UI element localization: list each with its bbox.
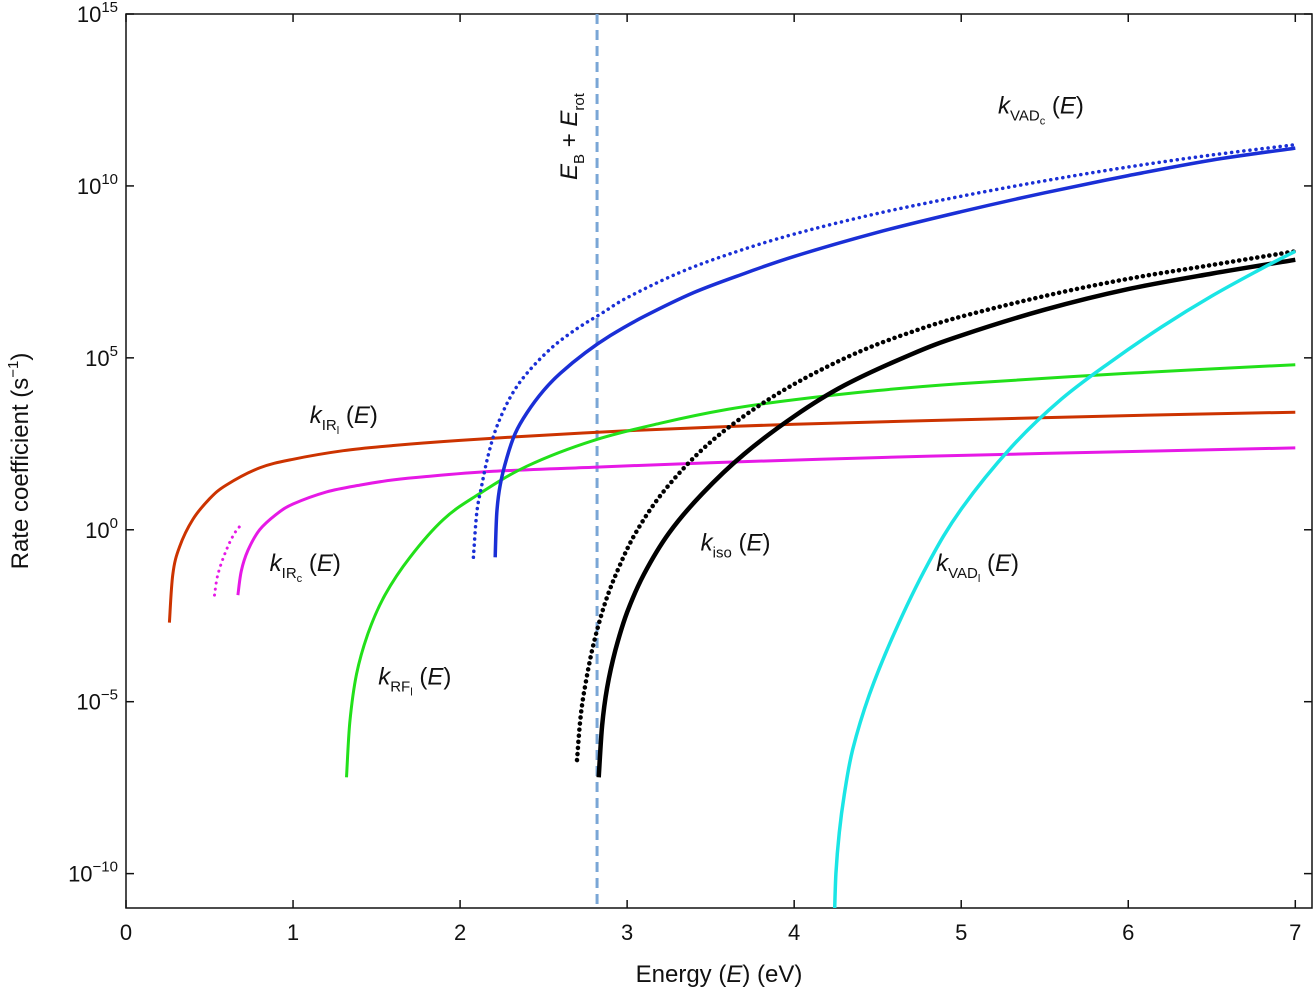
y-tick-label: 1010 (77, 171, 118, 199)
curve-label-kIRl: kIRl (E) (310, 402, 378, 437)
curve-label-kRFl: kRFl (E) (378, 664, 451, 699)
series-line-3 (345, 363, 1296, 778)
series-line-6 (574, 249, 1298, 763)
curve-label-kiso: kiso (E) (701, 529, 771, 561)
series-line-7 (596, 257, 1296, 778)
x-tick-label: 4 (788, 920, 800, 945)
x-tick-label: 1 (287, 920, 299, 945)
y-axis-title: Rate coefficient (s−1) (5, 353, 34, 570)
curve-labels: kIRl (E) kIRc (E) kRFl (E) kiso (E) kVADl (E… (270, 93, 1084, 699)
y-tick-label: 1015 (77, 0, 118, 27)
x-tick-label: 7 (1289, 920, 1301, 945)
series-line-4 (471, 142, 1298, 560)
x-tick-label: 0 (120, 920, 132, 945)
series-line-2 (236, 446, 1296, 596)
curve-label-kIRc: kIRc (E) (270, 550, 341, 585)
curve-label-kVADc: kVADc (E) (998, 93, 1084, 128)
y-tick-label: 100 (85, 515, 118, 543)
y-tick-label: 10−5 (76, 687, 118, 715)
x-tick-label: 3 (621, 920, 633, 945)
threshold-line: EB + Erot (556, 14, 599, 908)
x-tick-label: 5 (955, 920, 967, 945)
x-tick-label: 6 (1122, 920, 1134, 945)
plot-frame (125, 13, 1313, 909)
x-tick-label: 2 (454, 920, 466, 945)
curve-label-kVADl: kVADl (E) (936, 550, 1019, 585)
series-group (167, 142, 1298, 908)
series-line-8 (832, 249, 1297, 908)
y-tick-label: 10−10 (68, 859, 118, 887)
axis-ticks: 0 1 2 3 4 5 6 7 1015 1010 105 100 10−5 10−10 (68, 0, 1312, 945)
x-axis-title: Energy (E) (eV) (636, 961, 803, 988)
series-line-0 (167, 410, 1296, 623)
y-tick-label: 105 (85, 343, 118, 371)
threshold-label: EB + Erot (556, 92, 588, 180)
series-line-5 (493, 146, 1296, 558)
